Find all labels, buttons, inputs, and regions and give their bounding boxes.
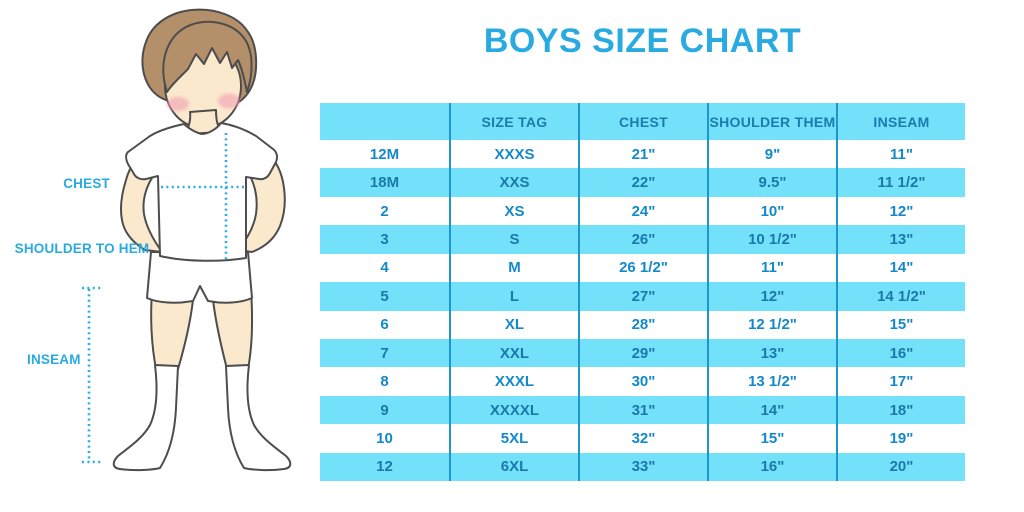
boy-figure-graphic (82, 8, 292, 472)
boy-illustration: CHEST SHOULDER TO HEM INSEAM (0, 0, 320, 512)
table-cell: 10 (376, 429, 393, 447)
table-cell: 10" (707, 196, 836, 226)
table-row: 7 XXL 29" 13" 16" (320, 338, 965, 368)
table-cell: 33" (578, 452, 707, 482)
table-cell: 19" (836, 424, 965, 453)
table-cell: 20" (836, 452, 965, 482)
left-sock (112, 364, 179, 472)
table-cell: 24" (578, 196, 707, 226)
header-cell: SHOULDER THEM (707, 103, 836, 140)
table-cell: 6 (380, 316, 389, 334)
header-cell (320, 103, 449, 140)
table-cell: 13 1/2" (707, 367, 836, 396)
header-cell: CHEST (578, 103, 707, 140)
table-row: 18M XXS 22" 9.5" 11 1/2" (320, 168, 965, 197)
shoulder-to-hem-label: SHOULDER TO HEM (14, 241, 150, 256)
table-cell: XXL (449, 338, 578, 368)
table-cell: 12" (707, 282, 836, 311)
table-cell: 17" (836, 367, 965, 396)
table-row: 3 S 26" 10 1/2" 13" (320, 225, 965, 254)
table-cell: 5 (380, 287, 389, 305)
table-cell: 10 1/2" (707, 225, 836, 254)
table-cell: 12" (836, 196, 965, 226)
table-cell: 31" (578, 395, 707, 425)
table-row: 4 M 26 1/2" 11" 14" (320, 253, 965, 283)
table-cell: XL (449, 310, 578, 339)
table-row: 6 XL 28" 12 1/2" 15" (320, 310, 965, 339)
table-row: 2 XS 24" 10" 12" (320, 196, 965, 226)
table-cell: 15" (836, 310, 965, 339)
table-cell: 13" (836, 225, 965, 254)
table-cell: 14 1/2" (836, 282, 965, 311)
table-row: 9 XXXXL 31" 14" 18" (320, 395, 965, 425)
inseam-label: INSEAM (27, 352, 81, 367)
size-chart-table: SIZE TAG CHEST SHOULDER THEM INSEAM 12M XXXS… (320, 103, 965, 482)
table-cell: 26 1/2" (578, 253, 707, 283)
table-cell: 12 (376, 458, 393, 476)
table-cell: 8 (380, 373, 389, 391)
header-cell: SIZE TAG (449, 103, 578, 140)
table-cell: 11" (836, 140, 965, 169)
table-cell: 3 (380, 230, 389, 248)
table-cell: 18M (369, 174, 400, 192)
measurement-lines (82, 133, 245, 464)
hair-bangs (162, 20, 253, 93)
table-cell: 16" (836, 338, 965, 368)
table-cell: 18" (836, 395, 965, 425)
table-cell: 2 (380, 202, 389, 220)
table-cell: XXXXL (449, 395, 578, 425)
table-cell: 9 (380, 401, 389, 419)
table-header-row: SIZE TAG CHEST SHOULDER THEM INSEAM (320, 103, 965, 140)
table-cell: 9" (707, 140, 836, 169)
shorts (146, 251, 253, 304)
t-shirt (125, 122, 278, 262)
right-sock (225, 364, 292, 472)
table-cell: 4 (380, 259, 389, 277)
table-cell: 14" (707, 395, 836, 425)
table-cell: 32" (578, 424, 707, 453)
table-cell: 29" (578, 338, 707, 368)
left-cheek-blush (167, 97, 189, 111)
table-cell: 22" (578, 168, 707, 197)
table-cell: XXS (449, 168, 578, 197)
table-cell: 26" (578, 225, 707, 254)
table-cell: 27" (578, 282, 707, 311)
table-row: 10 5XL 32" 15" 19" (320, 424, 965, 453)
table-row: 12 6XL 33" 16" 20" (320, 452, 965, 482)
header-cell: INSEAM (836, 103, 965, 140)
table-cell: 12M (369, 145, 400, 163)
table-cell: 9.5" (707, 168, 836, 197)
table-cell: 30" (578, 367, 707, 396)
table-row: 8 XXXL 30" 13 1/2" 17" (320, 367, 965, 396)
table-cell: 11 1/2" (836, 168, 965, 197)
table-cell: 5XL (449, 424, 578, 453)
table-row: 5 L 27" 12" 14 1/2" (320, 282, 965, 311)
table-cell: 28" (578, 310, 707, 339)
table-cell: 11" (707, 253, 836, 283)
table-cell: M (449, 253, 578, 283)
table-cell: 21" (578, 140, 707, 169)
table-cell: XS (449, 196, 578, 226)
table-cell: S (449, 225, 578, 254)
table-cell: 15" (707, 424, 836, 453)
table-cell: 12 1/2" (707, 310, 836, 339)
table-row: 12M XXXS 21" 9" 11" (320, 140, 965, 169)
table-cell: 6XL (449, 452, 578, 482)
table-cell: 14" (836, 253, 965, 283)
right-cheek-blush (218, 93, 240, 109)
table-body: 12M XXXS 21" 9" 11" 18M XXS 22" 9.5" 11 1/2" 2 XS 24… (320, 140, 965, 482)
table-cell: XXXS (449, 140, 578, 169)
table-cell: 16" (707, 452, 836, 482)
table-cell: L (449, 282, 578, 311)
table-cell: 13" (707, 338, 836, 368)
table-cell: XXXL (449, 367, 578, 396)
right-arm (237, 151, 286, 253)
page-title: BOYS SIZE CHART (483, 22, 802, 60)
table-cell: 7 (380, 344, 389, 362)
chest-label: CHEST (63, 176, 110, 191)
